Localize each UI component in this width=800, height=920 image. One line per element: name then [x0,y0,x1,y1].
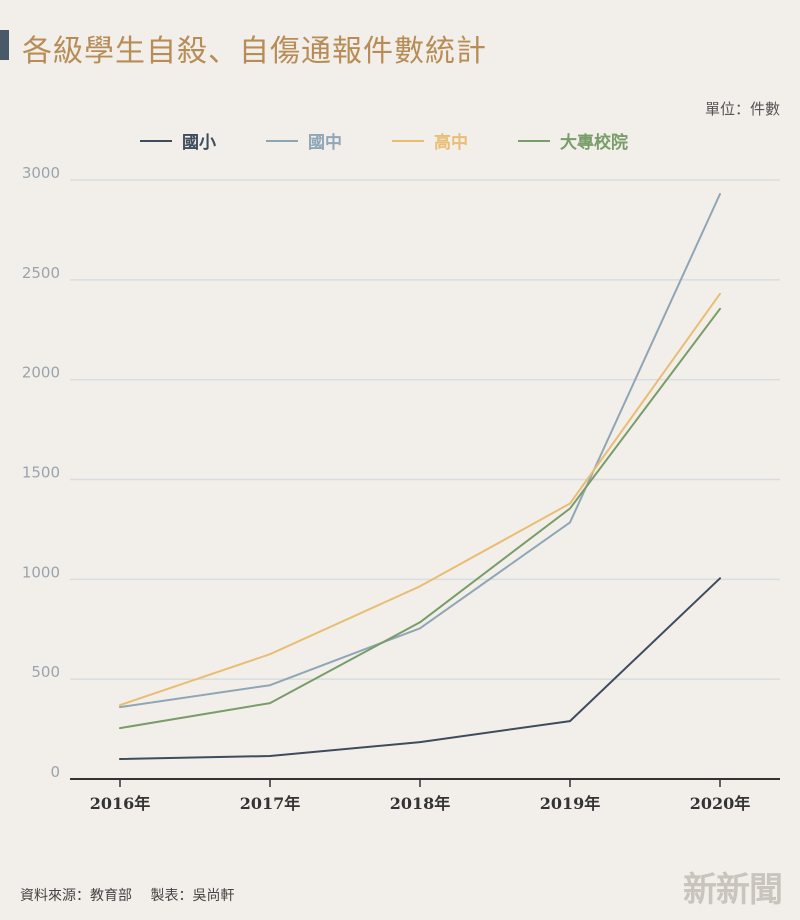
series-2-point-2 [419,585,421,588]
x-tick-label-1: 2017年 [240,794,301,813]
series-3-point-4 [719,308,721,310]
legend-item-0: 國小 [140,128,216,153]
y-tick-label-500: 500 [31,663,60,681]
series-0-point-1 [269,755,271,757]
y-tick-label-0: 0 [50,763,60,781]
x-tick-label-4: 2020年 [690,794,751,813]
series-2-point-4 [719,293,721,295]
x-tick-label-0: 2016年 [90,794,151,813]
legend-swatch-0 [140,139,172,142]
series-2-point-3 [569,502,571,505]
series-1-point-3 [569,521,571,524]
series-line-0 [119,577,721,760]
series-1-point-1 [269,684,271,686]
legend-item-3: 大專校院 [518,128,628,153]
publisher-logo: 新新聞 [683,870,783,910]
series-0-point-4 [719,577,721,580]
x-tick-label-2: 2018年 [390,794,451,813]
series-line-2 [119,292,721,707]
series-2-point-0 [119,704,121,706]
series-1-point-4 [719,193,721,195]
legend-label-0: 國小 [182,133,216,153]
series-3-point-0 [119,727,121,729]
chart-title: 各級學生自殺、自傷通報件數統計 [22,34,487,69]
series-0-point-0 [119,758,121,760]
series-1-point-2 [419,627,421,630]
legend-label-3: 大專校院 [560,133,628,153]
series-3-point-2 [419,621,421,624]
series-1-point-0 [119,706,121,708]
legend-label-2: 高中 [434,133,468,153]
title-accent-bar [0,30,9,60]
legend: 國小 國中 高中 大專校院 [140,128,628,153]
legend-label-1: 國中 [308,133,342,153]
legend-swatch-3 [518,139,550,142]
series-2-point-1 [269,653,271,655]
y-tick-label-1000: 1000 [22,563,60,581]
series-3-point-1 [269,702,271,704]
series-0-point-2 [419,741,421,743]
y-tick-label-3000: 3000 [22,164,60,182]
series-0-point-3 [569,720,571,722]
legend-item-1: 國中 [266,128,342,153]
source-note: 資料來源：教育部 [20,888,132,904]
y-tick-label-2000: 2000 [22,364,60,382]
maker-note: 製表：吳尚軒 [150,888,235,904]
footer: 資料來源：教育部 製表：吳尚軒 [20,885,234,905]
legend-swatch-1 [266,139,298,142]
unit-label: 單位：件數 [704,100,780,118]
y-tick-label-1500: 1500 [22,464,60,482]
series-line-1 [119,193,721,709]
line-chart: 0 500 1000 1500 2000 2500 3000 2016年 2017年 2018年 2… [22,164,780,813]
legend-swatch-2 [392,139,424,142]
series-3-point-3 [569,507,571,510]
legend-item-2: 高中 [392,128,468,153]
x-tick-label-3: 2019年 [540,794,601,813]
y-tick-label-2500: 2500 [22,264,60,282]
